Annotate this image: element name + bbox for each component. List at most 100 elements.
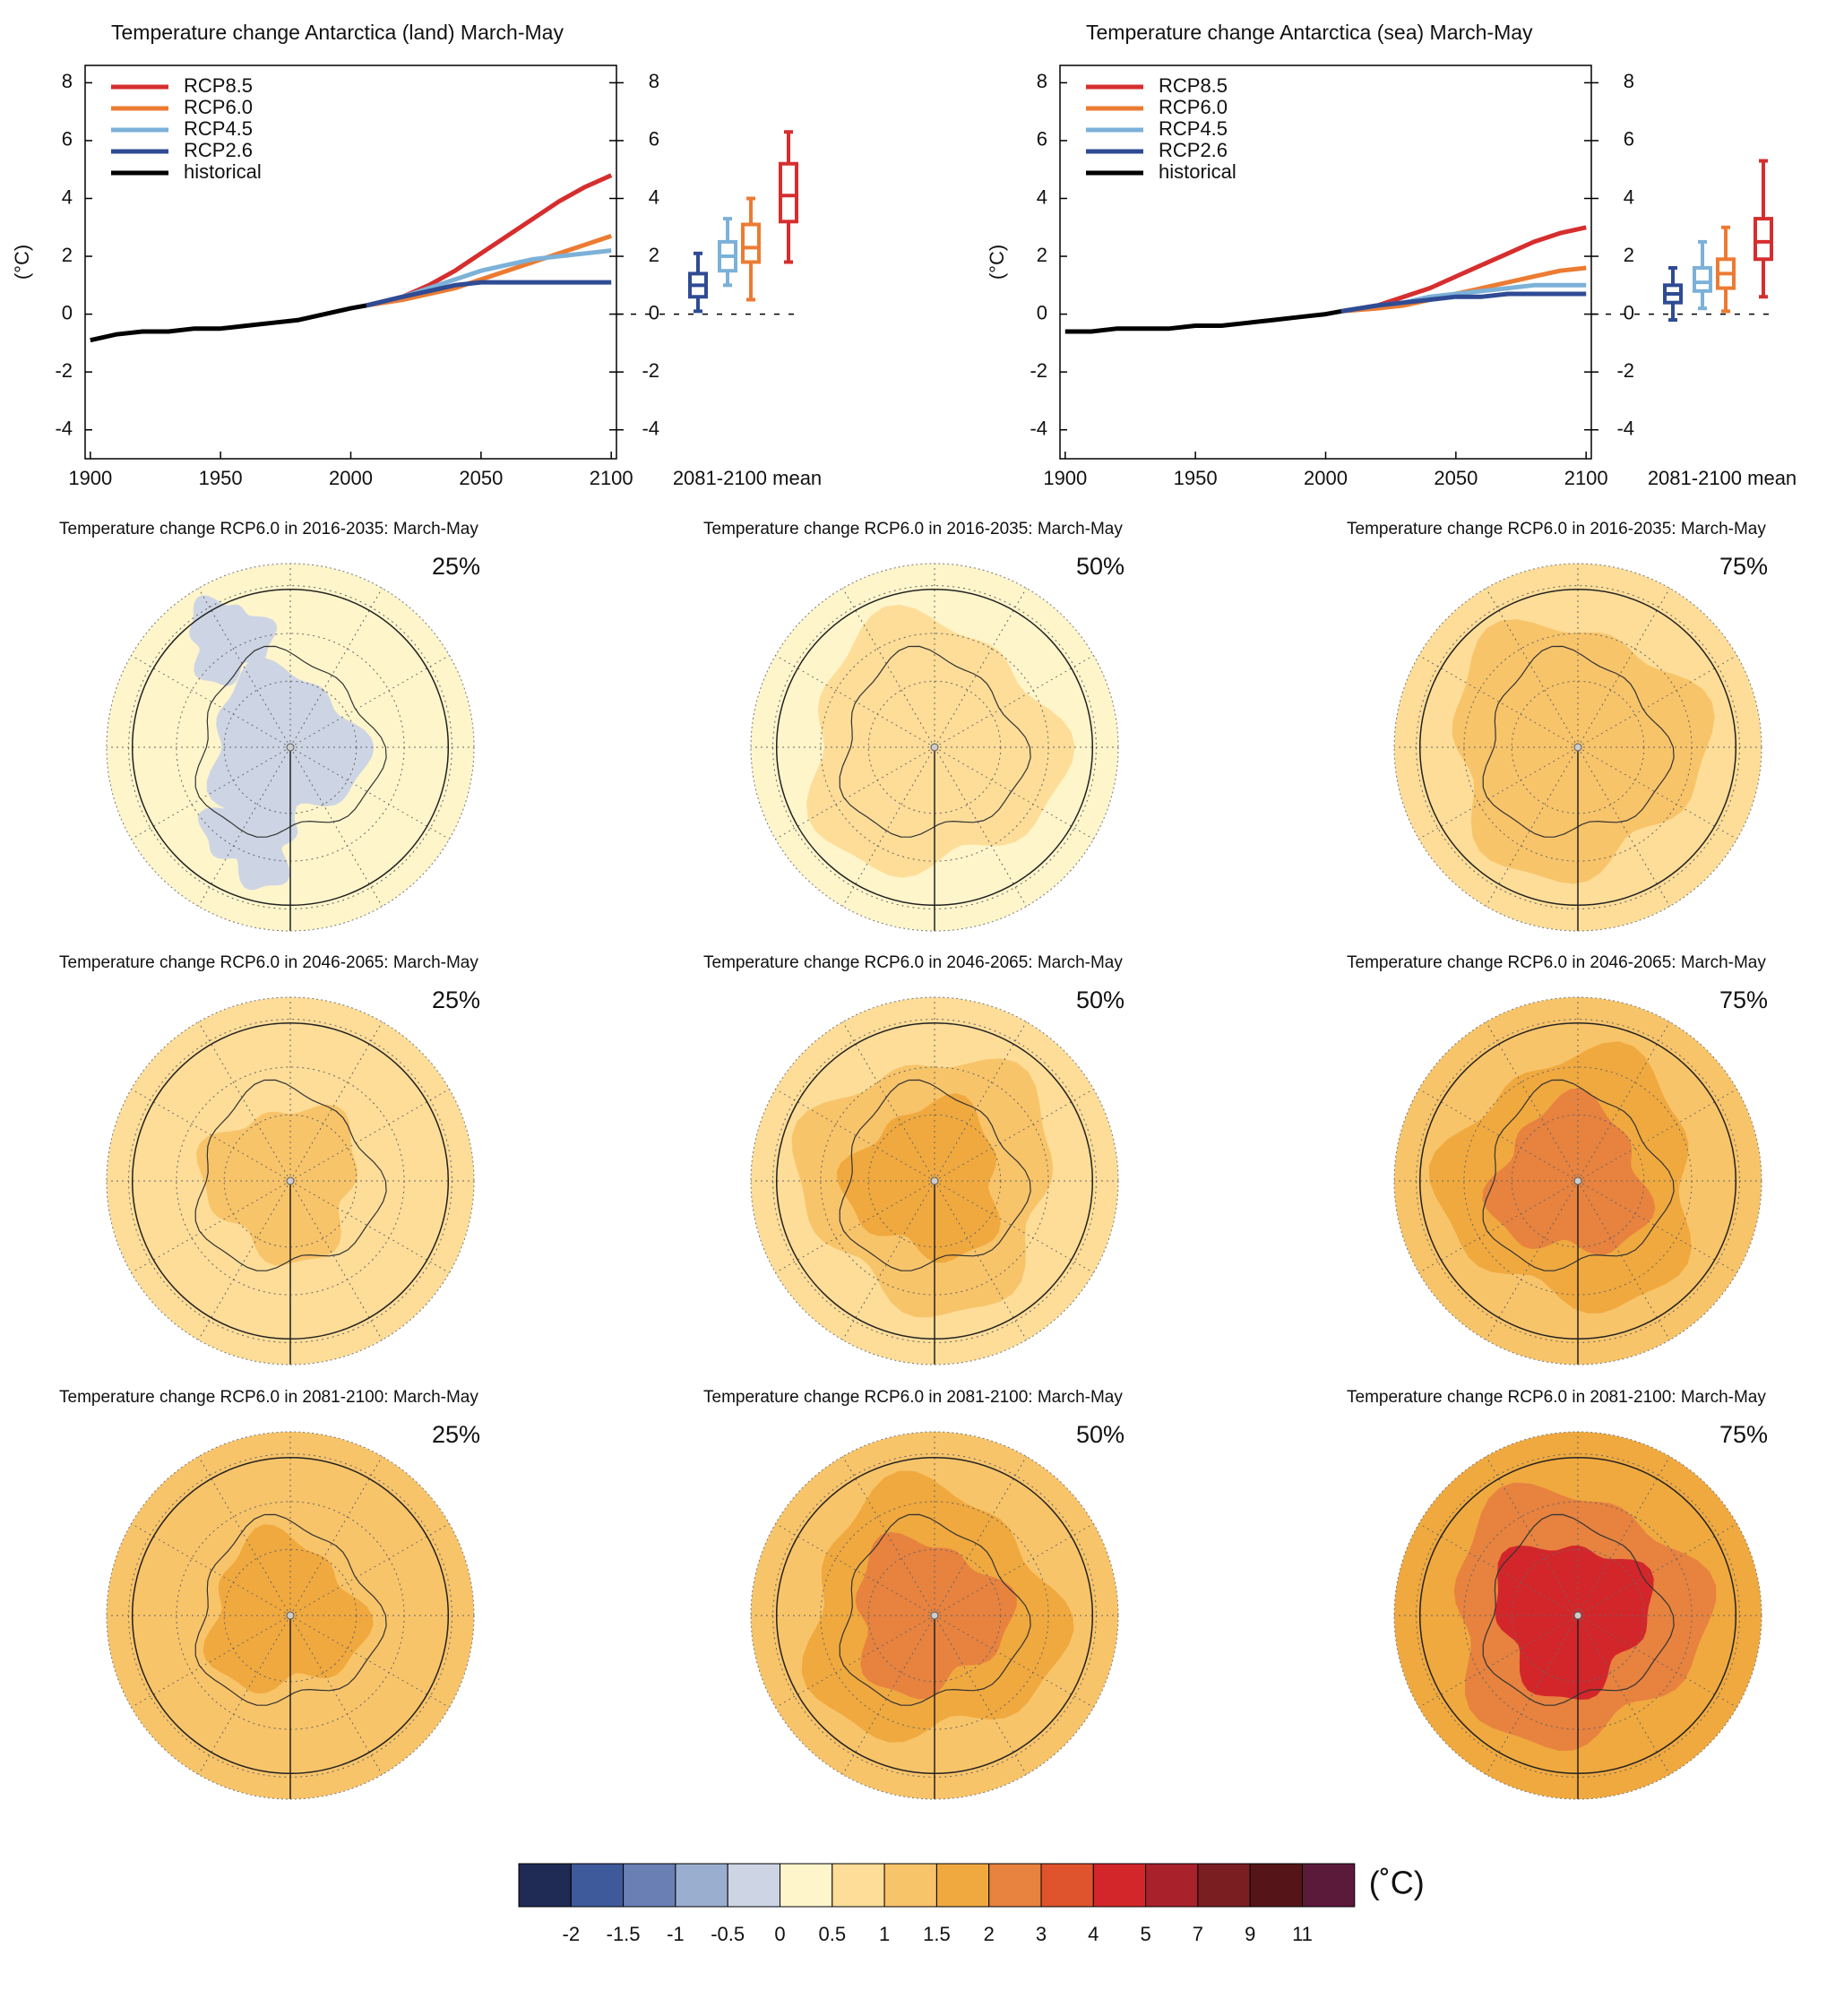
x-tick-label: 1950 — [1174, 467, 1218, 489]
graticule — [289, 1615, 383, 1775]
graticule — [934, 1456, 1027, 1616]
series-line — [366, 280, 612, 308]
graticule — [1418, 1523, 1579, 1616]
coastline — [839, 1513, 1031, 1706]
y2-tick-label: 2 — [649, 244, 659, 266]
map-title: Temperature change RCP6.0 in 2016-2035: … — [1347, 520, 1766, 538]
legend-label: RCP4.5 — [184, 117, 253, 140]
graticule — [934, 588, 1027, 748]
colorbar-box — [623, 1863, 676, 1908]
coastline — [839, 1079, 1031, 1271]
map-zone — [189, 595, 278, 686]
graticule — [934, 1089, 1094, 1182]
y2-tick-label: 2 — [1624, 244, 1634, 266]
map — [106, 1431, 475, 1800]
map-title: Temperature change RCP6.0 in 2046-2065: … — [1347, 953, 1766, 972]
series-line — [366, 173, 613, 308]
graticule — [1486, 588, 1579, 748]
colorbar-label: 11 — [1292, 1923, 1313, 1945]
graticule — [131, 1180, 291, 1273]
colorbar-label: 3 — [1036, 1923, 1047, 1945]
pole — [1573, 1611, 1582, 1620]
graticule — [131, 1089, 291, 1182]
y-tick-label: 6 — [62, 128, 73, 151]
graticule — [289, 1021, 383, 1182]
y-tick-label: -2 — [55, 359, 73, 382]
graticule — [775, 1180, 935, 1273]
map-zone — [206, 657, 375, 828]
y2-tick-label: -4 — [1616, 418, 1634, 440]
map-zone — [202, 1524, 374, 1694]
x-tick-label: 2050 — [1434, 467, 1478, 489]
coastline — [194, 645, 387, 838]
x-tick-label: 2100 — [590, 467, 633, 489]
colorbar-label: 7 — [1193, 1923, 1203, 1945]
graticule — [198, 746, 291, 907]
y-tick-label: -4 — [55, 418, 73, 440]
y-axis-label: (°C) — [11, 245, 33, 280]
pole — [286, 743, 295, 752]
graticule — [131, 655, 291, 748]
legend-label: RCP2.6 — [1159, 139, 1228, 161]
legend-label: RCP8.5 — [1159, 74, 1228, 97]
graticule — [289, 746, 383, 907]
coastline — [1482, 1079, 1675, 1271]
map-edge — [750, 1431, 1119, 1800]
graticule — [198, 1180, 291, 1340]
x-tick-label: 2100 — [1564, 467, 1608, 489]
graticule — [1418, 746, 1579, 840]
colorbar-label: -1 — [667, 1923, 685, 1945]
y2-tick-label: 8 — [1624, 70, 1634, 92]
graticule — [289, 1089, 450, 1182]
map-title: Temperature change RCP6.0 in 2046-2065: … — [703, 953, 1123, 972]
box — [779, 161, 798, 224]
y2-tick-label: -2 — [642, 359, 659, 382]
y-tick-label: -4 — [1030, 418, 1047, 440]
colorbar-label: 1 — [879, 1923, 890, 1945]
graticule — [1577, 1021, 1670, 1182]
y-tick-label: 2 — [62, 244, 73, 266]
graticule — [842, 588, 935, 748]
map — [1393, 1431, 1762, 1800]
graticule — [1577, 1523, 1737, 1616]
graticule — [131, 1615, 291, 1708]
graticule — [842, 1456, 935, 1616]
graticule — [1577, 1615, 1670, 1775]
graticule — [289, 746, 450, 840]
pole — [1573, 743, 1582, 752]
colorbar-box — [780, 1863, 833, 1908]
series-line — [1064, 308, 1342, 334]
pole — [930, 1176, 939, 1185]
graticule — [842, 1021, 935, 1182]
graticule — [1418, 1615, 1579, 1708]
graticule — [1577, 1615, 1737, 1708]
map-percentile: 50% — [1076, 986, 1124, 1013]
map-edge — [1393, 563, 1762, 932]
graticule — [775, 655, 935, 748]
pole — [930, 1611, 939, 1620]
x-tick-label: 1900 — [1043, 467, 1087, 489]
x-tick-label: 2000 — [329, 467, 373, 489]
map-edge — [1393, 1431, 1762, 1800]
coastline — [194, 1513, 387, 1706]
map-edge — [106, 1431, 475, 1800]
map-zone — [1494, 676, 1651, 831]
colorbar-label: -1.5 — [607, 1923, 641, 1945]
colorbar-unit: (˚C) — [1369, 1865, 1425, 1901]
graticule — [1577, 746, 1737, 840]
colorbar-label: -0.5 — [711, 1923, 745, 1945]
graticule — [934, 1615, 1027, 1775]
colorbar-label: 0 — [774, 1923, 785, 1945]
map — [106, 996, 475, 1366]
x-tick-label: 2050 — [459, 467, 503, 489]
colorbar-label: 1.5 — [923, 1923, 951, 1945]
legend-label: RCP4.5 — [1159, 117, 1228, 140]
colorbar-label: -2 — [563, 1923, 581, 1945]
x-tick-label: 1900 — [68, 467, 112, 489]
graticule — [131, 746, 291, 840]
legend-label: RCP6.0 — [1159, 96, 1228, 118]
graticule — [1577, 655, 1737, 748]
graticule — [1418, 1089, 1579, 1182]
colorbar-box — [675, 1863, 728, 1908]
map-percentile: 25% — [432, 1421, 480, 1448]
